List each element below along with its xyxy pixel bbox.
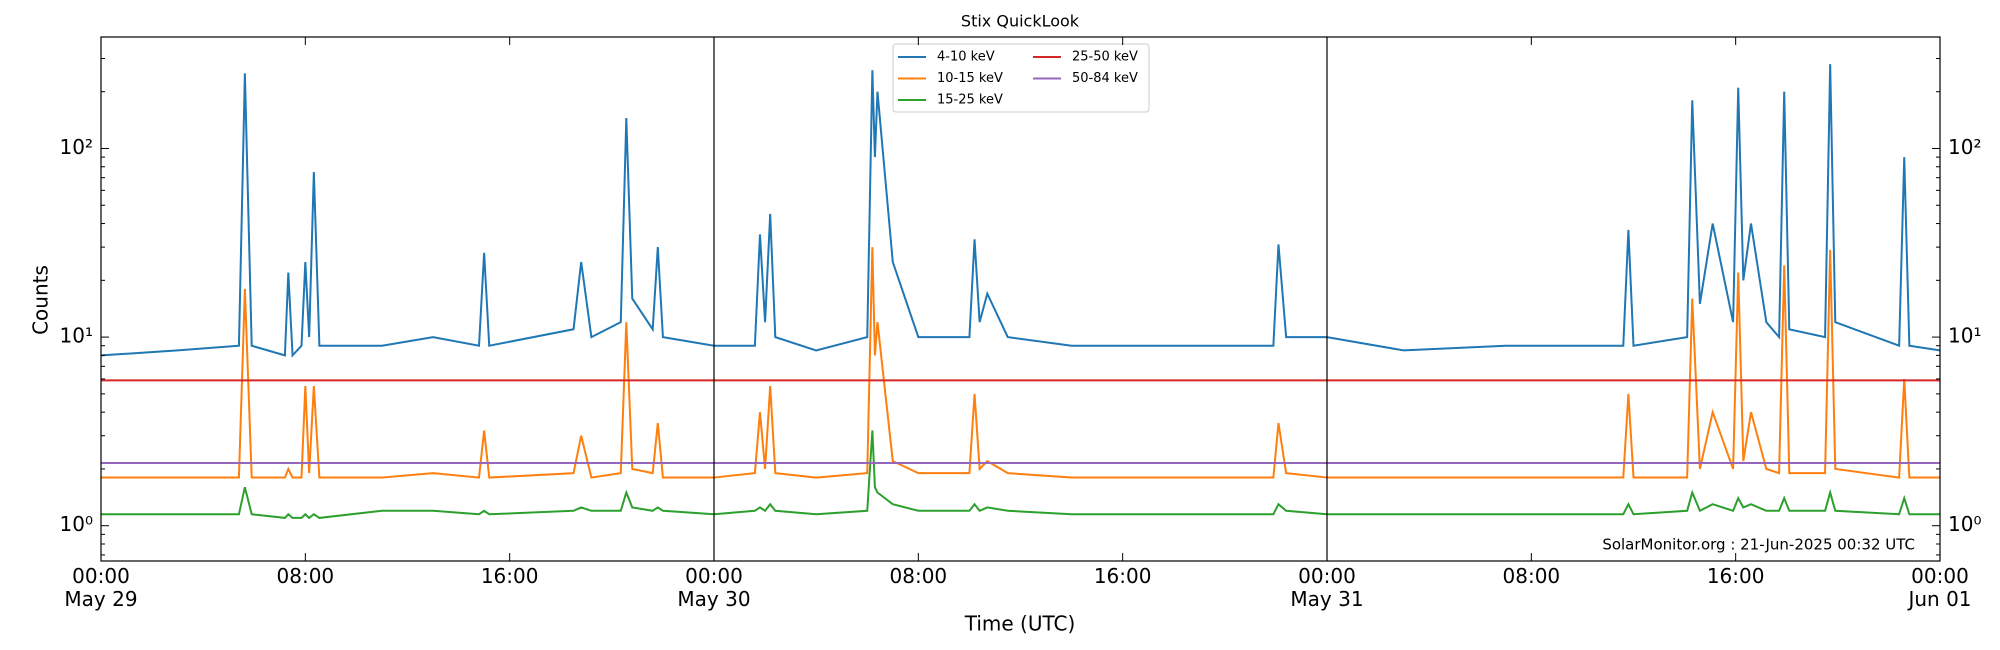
x-axis-label: Time (UTC) — [964, 612, 1076, 636]
axes-frame — [100, 36, 1941, 562]
x-tick-label: 00:00 Jun 01 — [1908, 564, 1972, 611]
series-line — [101, 247, 1940, 479]
y-tick-label-right: 10⁰ — [1948, 512, 1981, 536]
series-line — [101, 430, 1940, 520]
chart-title: Stix QuickLook — [961, 12, 1080, 31]
x-tick-label: 16:00 — [1706, 564, 1765, 588]
x-tick-label: 08:00 — [276, 564, 335, 588]
plot-area — [101, 64, 1940, 520]
x-tick-label: 08:00 — [889, 564, 948, 588]
y-axis-label: Counts — [29, 265, 53, 335]
legend-label: 10-15 keV — [937, 71, 1003, 86]
y-tick-label-right: 10¹ — [1948, 324, 1981, 348]
y-tick-label-right: 10² — [1948, 135, 1981, 159]
x-tick-label: 00:00 May 30 — [677, 564, 751, 611]
legend-box — [892, 43, 1150, 113]
y-tick-label: 10¹ — [60, 324, 93, 348]
x-tick-label: 00:00 May 29 — [64, 564, 138, 611]
legend-label: 25-50 keV — [1072, 50, 1138, 65]
y-tick-label: 10⁰ — [60, 512, 93, 536]
y-tick-label: 10² — [60, 135, 93, 159]
x-tick-label: 08:00 — [1502, 564, 1561, 588]
x-tick-label: 16:00 — [1093, 564, 1152, 588]
x-tick-label: 16:00 — [480, 564, 539, 588]
legend-label: 15-25 keV — [937, 93, 1003, 108]
annotation: SolarMonitor.org : 21-Jun-2025 00:32 UTC — [1602, 536, 1915, 554]
legend-label: 4-10 keV — [937, 50, 995, 65]
x-tick-label: 00:00 May 31 — [1290, 564, 1364, 611]
legend-label: 50-84 keV — [1072, 71, 1138, 86]
series-line — [101, 64, 1940, 358]
